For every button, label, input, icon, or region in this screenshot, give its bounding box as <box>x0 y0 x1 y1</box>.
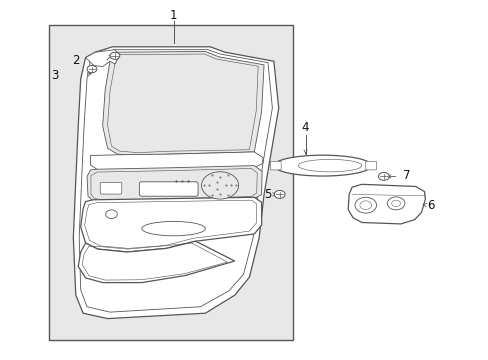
FancyBboxPatch shape <box>139 182 198 196</box>
PathPatch shape <box>81 197 261 252</box>
Text: 4: 4 <box>301 121 309 134</box>
FancyBboxPatch shape <box>270 161 281 170</box>
Circle shape <box>105 210 117 219</box>
Text: 7: 7 <box>402 169 410 182</box>
Circle shape <box>274 190 285 198</box>
FancyBboxPatch shape <box>100 183 122 194</box>
FancyBboxPatch shape <box>49 25 293 340</box>
PathPatch shape <box>78 241 234 283</box>
FancyBboxPatch shape <box>365 161 376 170</box>
Circle shape <box>110 52 120 59</box>
PathPatch shape <box>347 184 425 224</box>
Text: 3: 3 <box>51 69 59 82</box>
PathPatch shape <box>73 47 278 319</box>
Circle shape <box>386 197 404 210</box>
Text: 5: 5 <box>264 188 271 201</box>
Circle shape <box>354 197 376 213</box>
Circle shape <box>87 66 97 73</box>
Ellipse shape <box>142 221 205 236</box>
PathPatch shape <box>85 50 120 67</box>
Text: 2: 2 <box>72 54 80 67</box>
Ellipse shape <box>273 155 371 176</box>
Circle shape <box>378 172 388 180</box>
PathPatch shape <box>87 166 262 202</box>
PathPatch shape <box>102 51 264 156</box>
PathPatch shape <box>90 152 263 171</box>
Circle shape <box>201 172 238 199</box>
Text: 6: 6 <box>427 199 434 212</box>
Text: 1: 1 <box>169 9 177 22</box>
